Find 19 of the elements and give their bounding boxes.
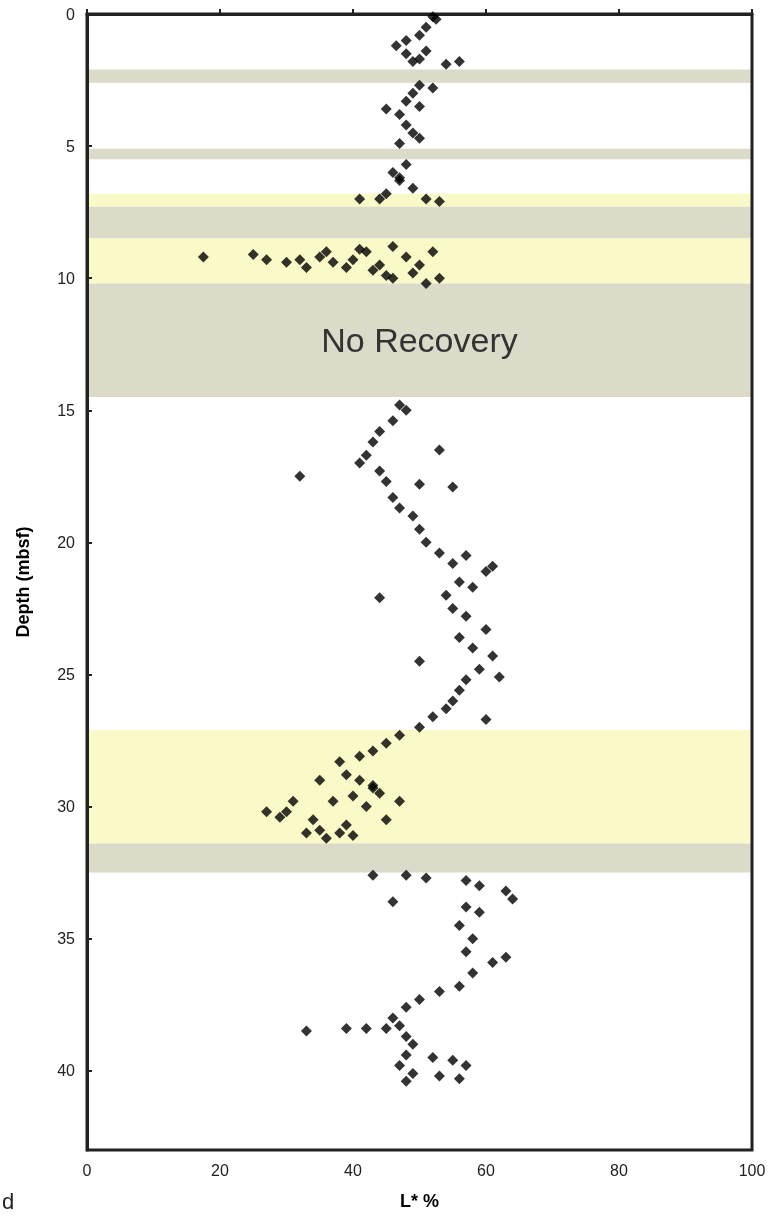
y-tick-label: 0 — [66, 5, 76, 23]
y-tick-label: 35 — [57, 930, 76, 948]
x-tick-label: 100 — [738, 1161, 766, 1179]
band-label: No Recovery — [321, 321, 518, 360]
y-tick-label: 5 — [66, 137, 76, 155]
y-tick-label: 15 — [57, 401, 76, 419]
x-tick-label: 80 — [610, 1161, 628, 1179]
text: d — [2, 1188, 15, 1214]
x-tick-label: 20 — [211, 1161, 229, 1179]
x-axis-title: L* % — [399, 1191, 440, 1211]
y-tick-label: 20 — [57, 533, 76, 551]
y-tick-label: 10 — [57, 269, 76, 287]
x-tick-label: 60 — [477, 1161, 495, 1179]
x-tick-label: 0 — [82, 1161, 92, 1179]
y-tick-label: 30 — [57, 798, 76, 816]
x-tick-label: 40 — [344, 1161, 362, 1179]
y-tick-label: 40 — [57, 1062, 76, 1080]
y-axis-title: Depth (mbsf) — [13, 526, 33, 638]
y-tick-label: 25 — [57, 665, 76, 683]
